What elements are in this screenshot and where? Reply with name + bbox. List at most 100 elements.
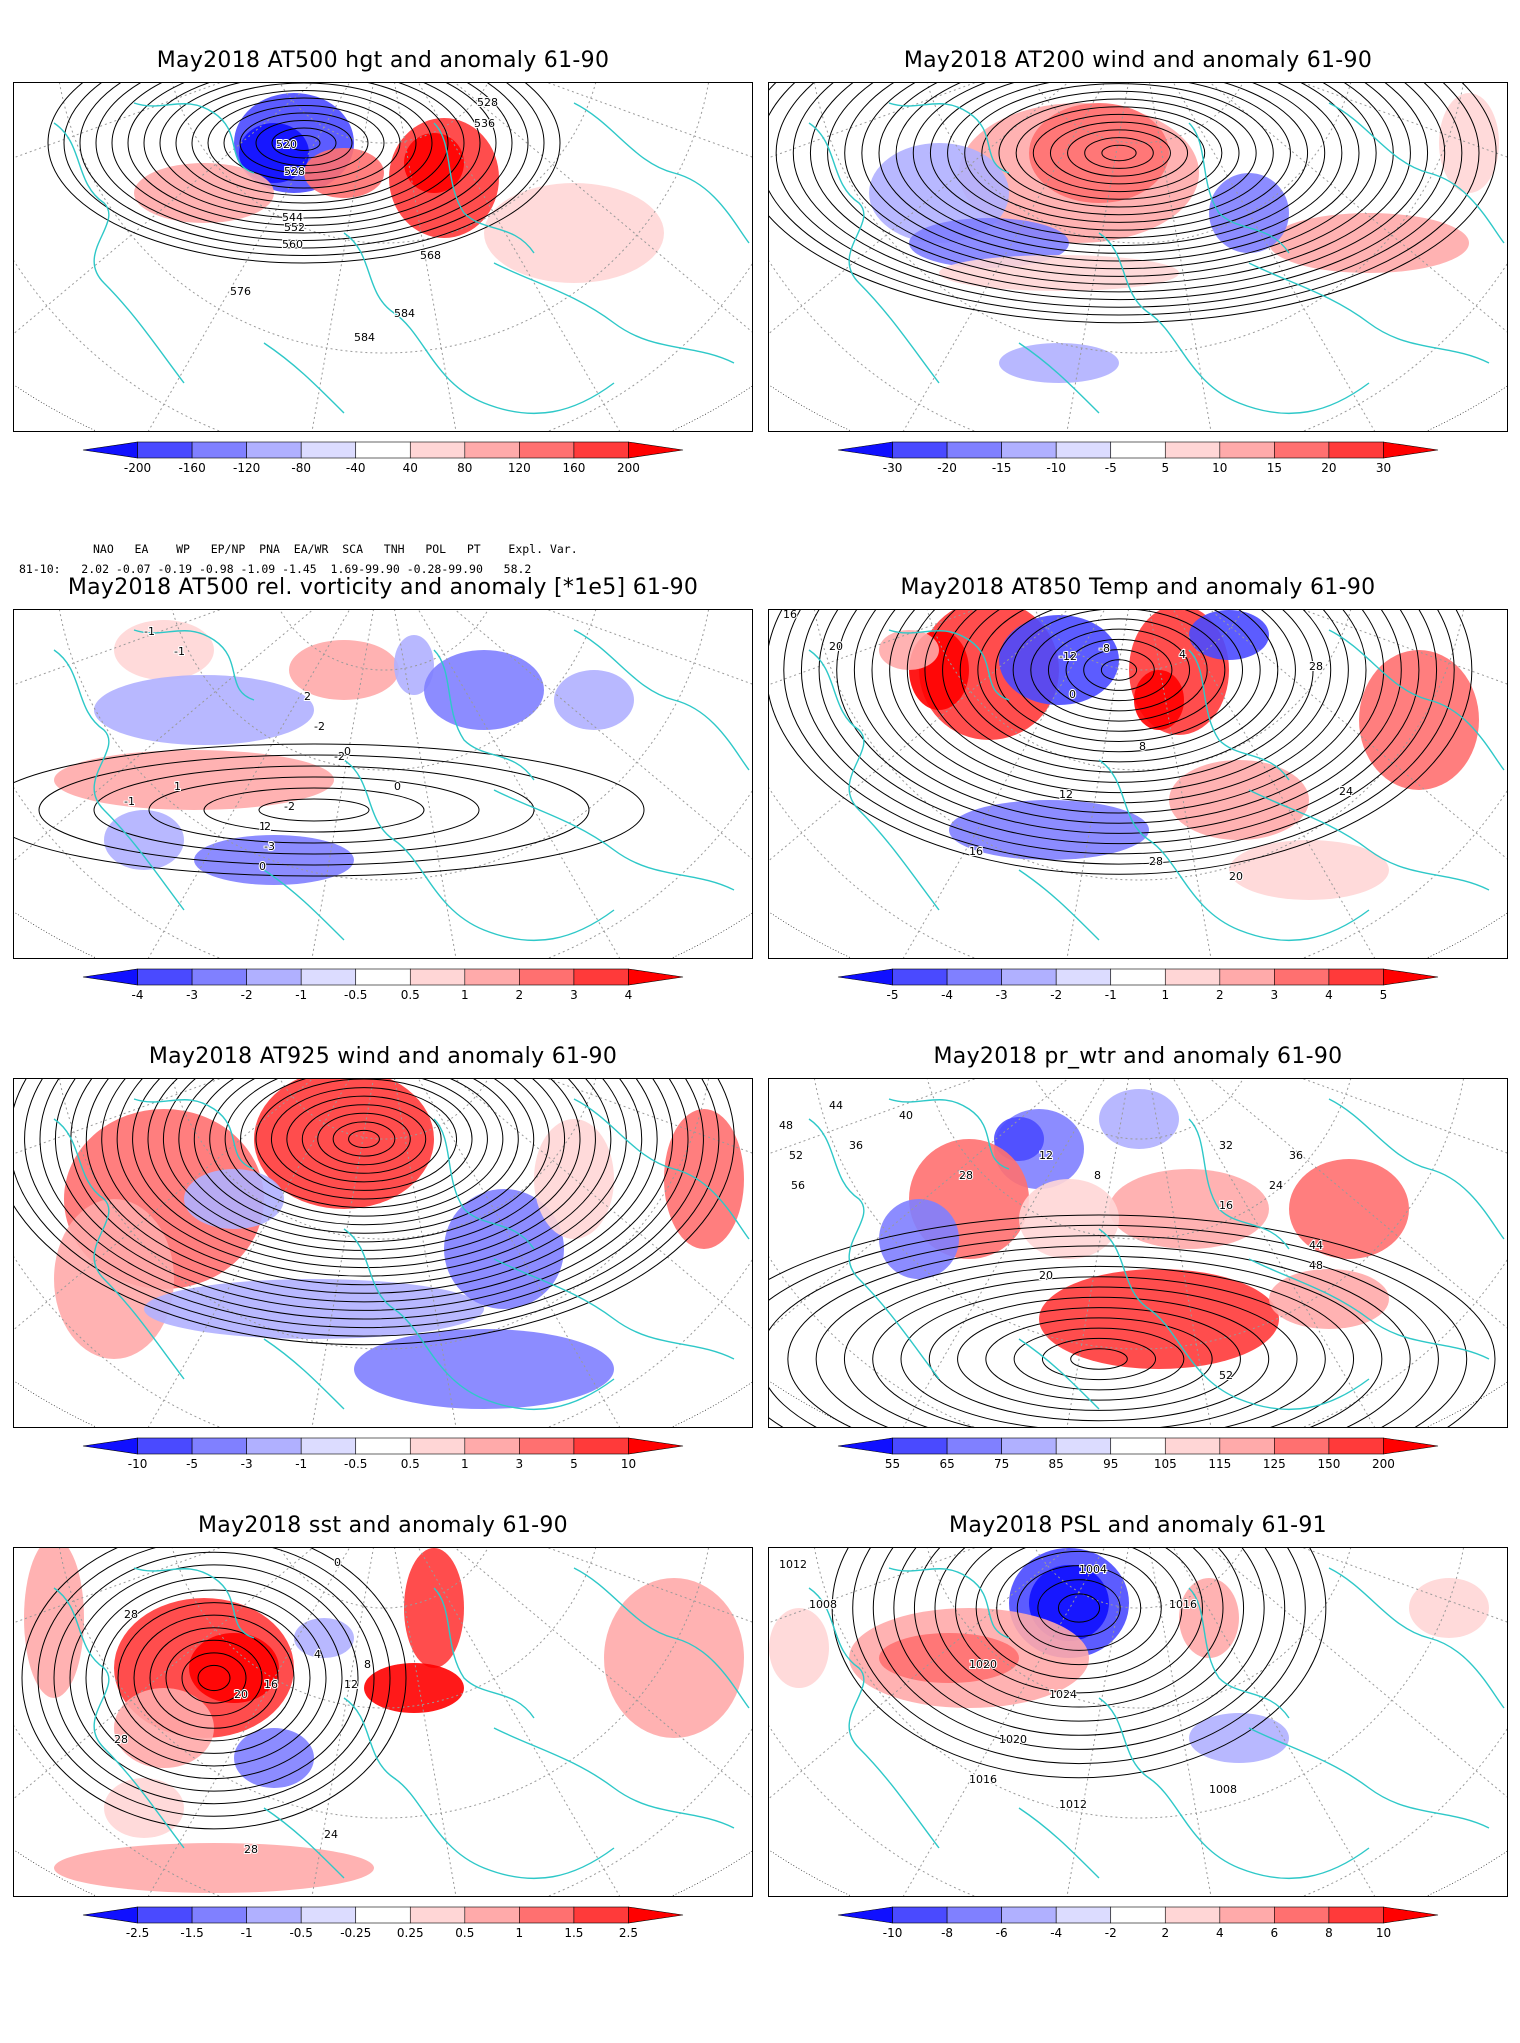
anomaly-shade [999, 343, 1119, 383]
coastlines [808, 629, 1505, 942]
colorbar-tick-label: 3 [570, 988, 578, 1002]
contour-label: 1 [174, 780, 181, 793]
latitude-circle [926, 83, 1352, 244]
coastline [493, 789, 735, 891]
coastline [263, 1338, 345, 1410]
coastline [133, 102, 255, 174]
contour-label: 8 [1139, 740, 1146, 753]
colorbar-tick-label: 200 [1372, 1457, 1395, 1471]
anomaly-shade [1179, 1578, 1239, 1658]
contour-line [942, 610, 1296, 773]
colorbar-tick-label: 1 [461, 1457, 469, 1471]
contour-line [871, 610, 1367, 814]
coastline [1188, 122, 1290, 254]
contour-line [1030, 618, 1208, 722]
contour-line [63, 83, 545, 256]
coastline [493, 262, 735, 364]
anomaly-shade [909, 218, 1069, 268]
contour-line [769, 1214, 1496, 1427]
colorbar-box [1219, 968, 1275, 986]
coastline [1328, 1098, 1505, 1240]
anomaly-shade [994, 1117, 1044, 1161]
contour-line [769, 610, 1473, 875]
colorbar-tick-label: 55 [885, 1457, 900, 1471]
colorbar-max-triangle [628, 441, 684, 459]
contour-line [209, 1079, 519, 1226]
contour-line [332, 1121, 396, 1157]
map-area: 528 536 520 528 544 552 560 568 576 584 584 [13, 82, 753, 432]
colorbar-box [137, 1437, 193, 1455]
colorbar-tick-label: 160 [562, 461, 585, 475]
contour-line [861, 83, 1377, 270]
anomaly-shade [1359, 650, 1479, 790]
contour-line [55, 1079, 673, 1311]
coastline [1188, 1587, 1290, 1719]
colorbar-tick-label: 6 [1271, 1926, 1279, 1940]
colorbar-box [1001, 1906, 1057, 1924]
contour-label: 28 [959, 1169, 973, 1182]
colorbar-tick-label: 115 [1208, 1457, 1231, 1471]
colorbar-tick-label: -120 [233, 461, 260, 475]
colorbar: -200 -160 -120 -80 -40 40 80 120 160 200 [82, 441, 684, 475]
coastline [133, 1567, 255, 1639]
contour-line [769, 1235, 1439, 1427]
colorbar-min-triangle [837, 1437, 893, 1455]
contour-label: -2 [334, 750, 345, 763]
contour-line [127, 83, 481, 226]
meridian [1066, 1548, 1129, 1896]
coastline [433, 122, 535, 254]
contour-line [889, 610, 1349, 804]
colorbar-max-triangle [1383, 1906, 1439, 1924]
contours [769, 83, 1497, 324]
colorbar-box [1164, 441, 1221, 459]
contour-labels: 16 20 -12 -8 0 4 8 12 16 20 24 28 28 [782, 610, 1354, 884]
coastlines [808, 1567, 1505, 1880]
colorbar-boxes [837, 441, 1439, 459]
contour-line [787, 1245, 1411, 1427]
contours [831, 1548, 1327, 1779]
contour-labels: 48 52 56 44 36 40 28 20 12 8 16 24 32 36 44 48 52 [778, 1098, 1324, 1383]
contour-label: 0 [344, 745, 351, 758]
contour-label: 32 [1219, 1139, 1233, 1152]
anomaly-shading [134, 93, 664, 283]
coastline [1098, 1697, 1370, 1880]
colorbar-tick-label: 95 [1103, 1457, 1118, 1471]
map-area: 16 20 -12 -8 0 4 8 12 16 20 24 28 28 [768, 609, 1508, 959]
map-canvas: 0 28 28 20 16 12 8 4 24 28 [14, 1548, 752, 1896]
colorbar-box [1055, 1906, 1112, 1924]
colorbar-box [573, 1906, 629, 1924]
contour-line [769, 1224, 1468, 1427]
contour-line [132, 1079, 596, 1269]
coastline [263, 342, 345, 414]
colorbar-box [191, 1437, 247, 1455]
coastline [433, 1587, 535, 1719]
colorbar-tick-label: -4 [941, 988, 953, 1002]
colorbar-max-triangle [628, 968, 684, 986]
contour-line [769, 83, 1480, 316]
anomaly-shade [354, 1329, 614, 1409]
anomaly-shading [869, 93, 1499, 383]
contour-line [1047, 628, 1191, 712]
colorbar-tick-label: 10 [1212, 461, 1227, 475]
colorbar-boxes [82, 441, 684, 459]
contour-label: 552 [284, 221, 305, 234]
colorbar-tick-label: 1 [1161, 988, 1169, 1002]
colorbar-box [1055, 968, 1112, 986]
colorbar-box [1164, 1906, 1221, 1924]
contour-line [47, 83, 561, 264]
contour-label: 528 [477, 96, 498, 109]
colorbar-box [892, 441, 948, 459]
contour-line [240, 1079, 488, 1209]
meridian [311, 610, 374, 958]
colorbar-box [1110, 968, 1166, 986]
meridian [311, 1079, 374, 1427]
panel-title: May2018 AT850 Temp and anomaly 61-90 [900, 575, 1376, 600]
colorbar-tick-label: -80 [291, 461, 311, 475]
colorbar-tick-label: 2 [1216, 988, 1224, 1002]
contour-label: 576 [230, 285, 251, 298]
meridian [1173, 1079, 1376, 1427]
contour-label: 584 [354, 331, 375, 344]
contour-line [906, 610, 1332, 794]
colorbar-box [409, 1906, 466, 1924]
anomaly-shade [534, 1119, 614, 1239]
